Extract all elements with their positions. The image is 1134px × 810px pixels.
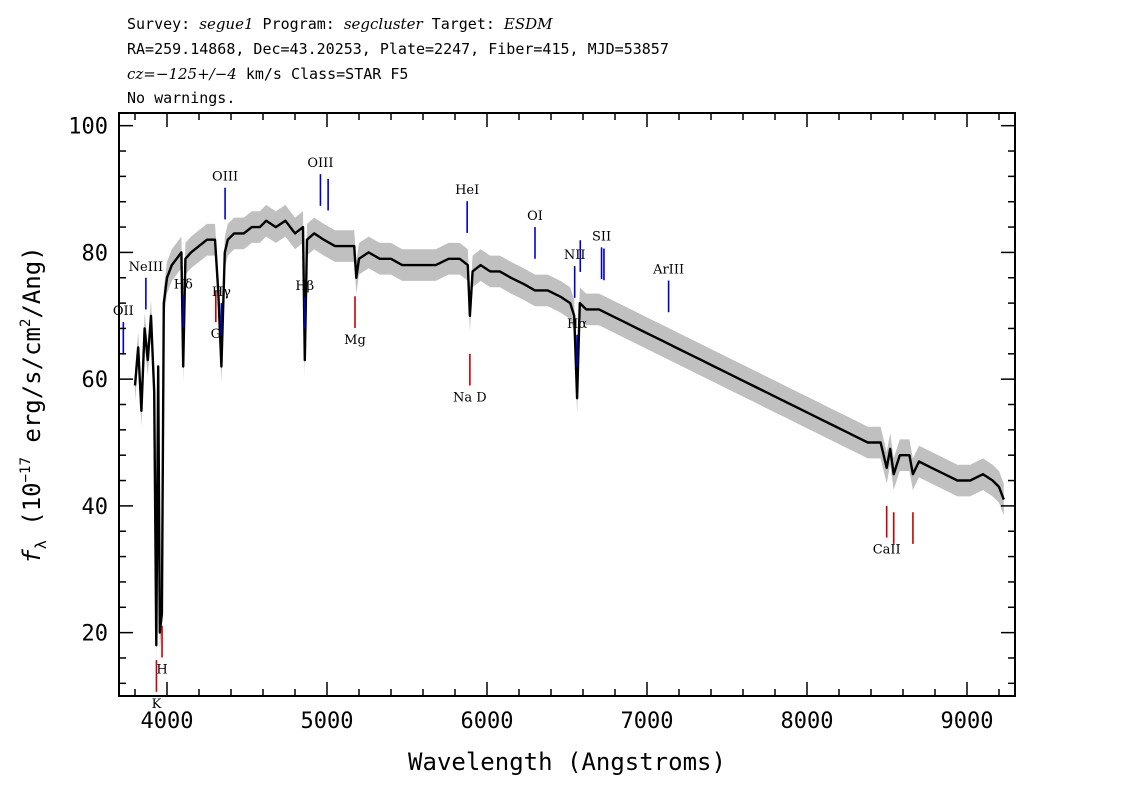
line-label: OIII bbox=[212, 170, 238, 185]
line-label: G bbox=[211, 327, 221, 342]
y-axis-title: fλ (10−17 erg/s/cm2/Ang) bbox=[18, 246, 50, 563]
y-tick-label: 100 bbox=[68, 115, 108, 140]
flux-line bbox=[133, 219, 1005, 647]
x-tick-label: 8000 bbox=[781, 709, 834, 734]
header-line-3: cz=−125+/−4 km/s Class=STAR F5 bbox=[127, 65, 408, 83]
line-label: OII bbox=[113, 304, 134, 319]
line-label: ArIII bbox=[652, 263, 684, 278]
y-tick-label: 20 bbox=[82, 622, 109, 647]
line-label: NeIII bbox=[129, 260, 163, 275]
line-label: K bbox=[152, 697, 162, 712]
x-tick-label: 6000 bbox=[461, 709, 514, 734]
y-tick-labels: 20 40 60 80 100 bbox=[68, 115, 108, 647]
x-tick-label: 5000 bbox=[301, 709, 354, 734]
line-label: HeI bbox=[455, 183, 479, 198]
line-label: SII bbox=[592, 229, 611, 244]
x-tick-labels: 4000 5000 6000 7000 8000 9000 bbox=[141, 709, 994, 734]
line-label: NII bbox=[564, 248, 586, 263]
y-tick-label: 60 bbox=[82, 368, 109, 393]
error-band bbox=[135, 204, 1004, 662]
axis-ticks bbox=[119, 113, 1015, 696]
header-line-4: No warnings. bbox=[127, 89, 235, 107]
line-label: Hγ bbox=[212, 285, 231, 300]
header-line-1: Survey: segue1 Program: segcluster Targe… bbox=[127, 15, 553, 33]
line-label: OI bbox=[527, 209, 543, 224]
header-line-2: RA=259.14868, Dec=43.20253, Plate=2247, … bbox=[127, 40, 669, 58]
line-label: Hβ bbox=[295, 279, 314, 294]
line-label: Mg bbox=[344, 333, 366, 348]
line-label: CaII bbox=[873, 543, 901, 558]
y-tick-label: 80 bbox=[82, 241, 109, 266]
spectral-line-markers: OII NeIII K H Hδ G Hγ OIII Hβ OIII Mg HeI Na D OI NII H… bbox=[113, 156, 914, 712]
line-label: Na D bbox=[453, 390, 487, 405]
line-label: Hα bbox=[567, 317, 587, 332]
line-label: OIII bbox=[307, 156, 333, 171]
x-tick-label: 4000 bbox=[141, 709, 194, 734]
x-tick-label: 7000 bbox=[621, 709, 674, 734]
plot-area: OII NeIII K H Hδ G Hγ OIII Hβ OIII Mg HeI Na D OI NII H… bbox=[113, 112, 1016, 712]
line-label: H bbox=[156, 662, 167, 677]
x-axis-title: Wavelength (Angstroms) bbox=[408, 748, 726, 776]
x-tick-label: 9000 bbox=[941, 709, 994, 734]
y-tick-label: 40 bbox=[82, 495, 109, 520]
line-label: Hδ bbox=[174, 277, 193, 292]
plot-frame bbox=[118, 112, 1016, 697]
